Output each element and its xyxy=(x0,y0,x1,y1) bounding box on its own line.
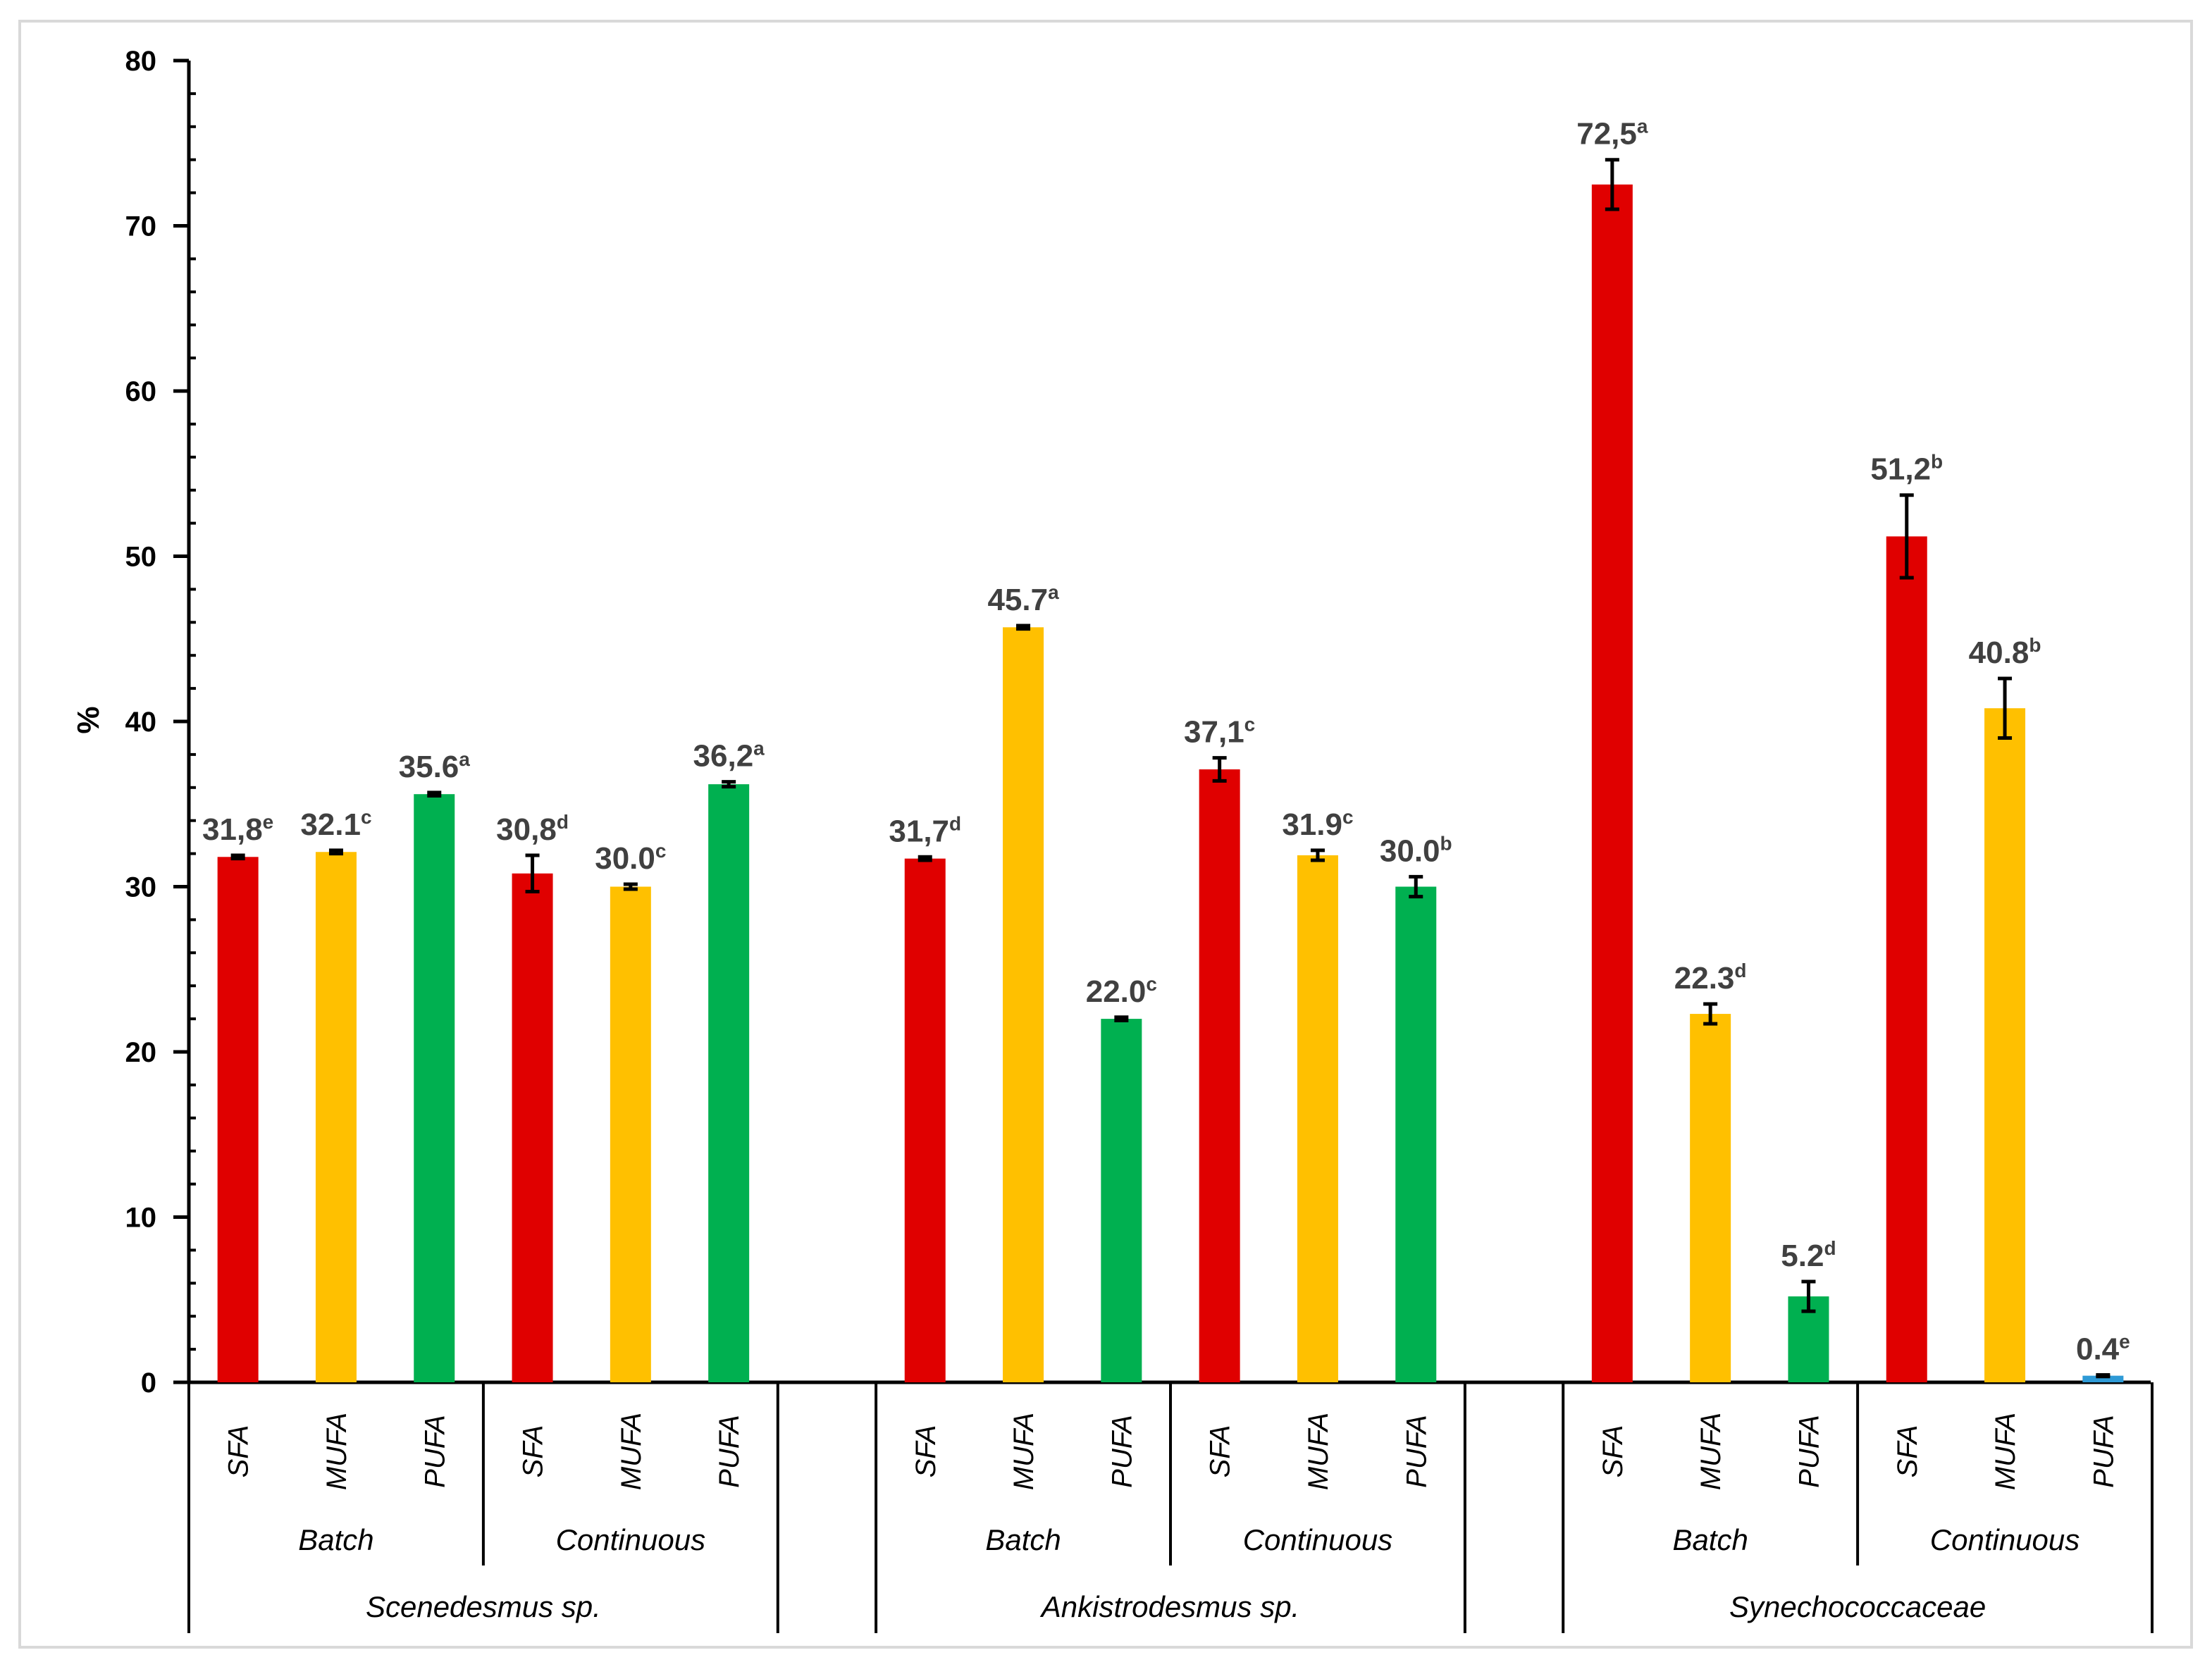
organism-label: Scenedesmus sp. xyxy=(366,1590,601,1623)
x-tick-label-sfa: SFA xyxy=(910,1425,941,1478)
bar-pufa xyxy=(708,784,750,1382)
mode-label: Continuous xyxy=(556,1523,705,1556)
x-tick-label-mufa: MUFA xyxy=(1990,1413,2021,1490)
y-axis-label: % xyxy=(71,706,106,733)
bar-mufa xyxy=(315,852,357,1382)
data-label: 31.9c xyxy=(1282,806,1353,842)
x-tick-label-mufa: MUFA xyxy=(1008,1413,1039,1490)
bar-mufa xyxy=(610,886,651,1382)
x-tick-label-sfa: SFA xyxy=(518,1425,549,1478)
significance-letter: d xyxy=(949,812,961,834)
y-tick-label: 40 xyxy=(125,707,157,738)
x-tick-label-mufa: MUFA xyxy=(321,1413,352,1490)
significance-letter: d xyxy=(557,811,569,833)
significance-letter: c xyxy=(1342,806,1354,828)
significance-letter: e xyxy=(2119,1330,2130,1352)
bar-sfa xyxy=(1199,769,1240,1382)
bar-sfa xyxy=(512,873,553,1382)
bar-mufa xyxy=(1984,708,2026,1382)
data-label: 31,7d xyxy=(889,812,961,848)
bar-sfa xyxy=(1591,184,1633,1382)
bar-pufa xyxy=(1395,886,1437,1382)
significance-letter: c xyxy=(361,806,372,828)
significance-letter: a xyxy=(459,748,470,770)
bar-sfa xyxy=(904,858,946,1382)
x-tick-label-pufa: PUFA xyxy=(1401,1415,1432,1488)
data-label: 30.0b xyxy=(1380,832,1452,868)
y-tick-label: 50 xyxy=(125,542,157,573)
bars xyxy=(217,158,2124,1383)
x-tick-label-pufa: PUFA xyxy=(419,1415,450,1488)
y-tick-label: 70 xyxy=(125,211,157,242)
x-tick-label-sfa: SFA xyxy=(1598,1425,1629,1478)
x-tick-label-pufa: PUFA xyxy=(1793,1415,1824,1488)
data-label: 35.6a xyxy=(399,748,471,784)
data-label: 22.3d xyxy=(1674,960,1747,996)
data-label: 36,2a xyxy=(693,738,765,774)
bar-sfa xyxy=(1886,536,1927,1382)
significance-letter: c xyxy=(1244,714,1256,736)
x-tick-label-pufa: PUFA xyxy=(2088,1415,2119,1488)
y-tick-label: 80 xyxy=(125,46,157,77)
data-label: 45.7a xyxy=(987,581,1059,617)
mode-label: Continuous xyxy=(1930,1523,2080,1556)
x-tick-label-sfa: SFA xyxy=(1892,1425,1923,1478)
mode-label: Batch xyxy=(298,1523,373,1556)
significance-letter: a xyxy=(1637,116,1648,137)
bar-mufa xyxy=(1690,1014,1731,1382)
significance-letter: c xyxy=(1146,973,1157,995)
data-label: 30,8d xyxy=(496,811,569,847)
bar-pufa xyxy=(2082,1375,2124,1382)
x-tick-label-mufa: MUFA xyxy=(616,1413,647,1490)
bar-pufa xyxy=(414,794,455,1382)
y-tick-label: 10 xyxy=(125,1203,157,1234)
significance-letter: e xyxy=(263,811,274,833)
data-label: 37,1c xyxy=(1184,714,1255,750)
data-label: 32.1c xyxy=(300,806,371,842)
bar-mufa xyxy=(1297,855,1338,1382)
y-tick-label: 30 xyxy=(125,872,157,903)
significance-letter: b xyxy=(1931,451,1943,473)
bar-pufa xyxy=(1101,1019,1142,1382)
x-tick-label-mufa: MUFA xyxy=(1303,1413,1334,1490)
value-labels: 31,8e 32.1c 35.6a 30,8d 30.0c 36,2a 31,7d 45.7a… xyxy=(202,116,2130,1367)
x-tick-label-mufa: MUFA xyxy=(1695,1413,1726,1490)
significance-letter: c xyxy=(655,840,667,862)
mode-label: Batch xyxy=(1672,1523,1748,1556)
significance-letter: a xyxy=(1048,581,1059,603)
data-label: 51,2b xyxy=(1870,451,1943,487)
significance-letter: d xyxy=(1734,960,1746,981)
organism-label: Synechococcaceae xyxy=(1729,1590,1986,1623)
significance-letter: d xyxy=(1824,1237,1836,1259)
bar-sfa xyxy=(217,857,259,1382)
significance-letter: b xyxy=(1440,832,1452,854)
significance-letter: a xyxy=(753,738,765,760)
significance-letter: b xyxy=(2029,634,2041,656)
x-tick-label-pufa: PUFA xyxy=(1106,1415,1137,1488)
mode-label: Continuous xyxy=(1243,1523,1392,1556)
data-label: 30.0c xyxy=(595,840,666,876)
x-tick-label-sfa: SFA xyxy=(223,1425,254,1478)
bar-mufa xyxy=(1003,627,1044,1383)
data-label: 31,8e xyxy=(202,811,273,847)
data-label: 40.8b xyxy=(1969,634,2041,670)
y-tick-label: 0 xyxy=(141,1368,156,1399)
x-tick-label-sfa: SFA xyxy=(1205,1425,1236,1478)
x-category-labels: SFA MUFA PUFA Batch SFA MUFA PUFA Continuous Sce… xyxy=(223,1413,2120,1623)
data-label: 22.0c xyxy=(1086,973,1157,1009)
data-label: 72,5a xyxy=(1576,116,1648,151)
y-tick-label: 20 xyxy=(125,1037,157,1068)
mode-label: Batch xyxy=(985,1523,1061,1556)
organism-label: Ankistrodesmus sp. xyxy=(1039,1590,1299,1623)
y-tick-label: 60 xyxy=(125,376,157,407)
x-tick-label-pufa: PUFA xyxy=(714,1415,745,1488)
